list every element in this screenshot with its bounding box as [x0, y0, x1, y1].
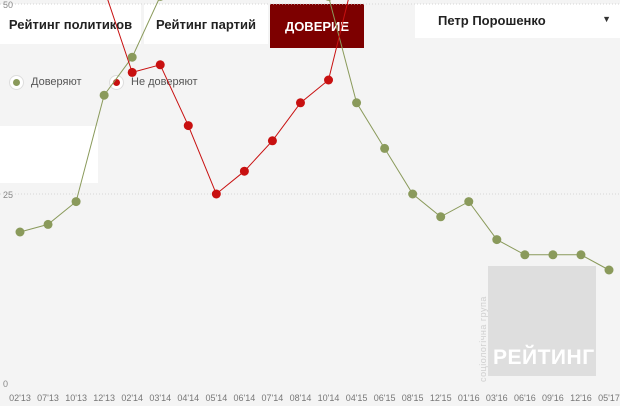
data-point-1[interactable] — [127, 67, 137, 77]
chevron-down-icon: ▼ — [602, 14, 611, 24]
x-tick-label: 04'14 — [177, 393, 199, 403]
series-line-0 — [19, 0, 610, 271]
legend-label-trust: Доверяют — [31, 76, 82, 88]
data-point-0[interactable] — [548, 250, 558, 260]
x-tick-label: 12'15 — [430, 393, 452, 403]
x-tick-label: 01'16 — [458, 393, 480, 403]
data-point-0[interactable] — [99, 90, 109, 100]
data-point-0[interactable] — [324, 0, 333, 1]
data-point-1[interactable] — [183, 121, 193, 131]
data-point-0[interactable] — [464, 197, 474, 207]
data-point-0[interactable] — [604, 265, 614, 275]
legend-marker-trust — [9, 74, 24, 90]
data-point-0[interactable] — [127, 52, 137, 62]
data-point-1[interactable] — [211, 189, 221, 199]
x-tick-label: 05'14 — [205, 393, 227, 403]
x-tick-label: 07'13 — [37, 393, 59, 403]
tab-bar: Рейтинг политиков Рейтинг партий ДОВЕРИЕ… — [0, 0, 620, 48]
watermark-logo-box — [488, 266, 596, 376]
tab-politicians-rating[interactable]: Рейтинг политиков — [0, 4, 141, 44]
x-tick-label: 09'16 — [542, 393, 564, 403]
data-point-1[interactable] — [295, 98, 305, 108]
data-point-0[interactable] — [156, 0, 165, 1]
x-tick-label: 06'14 — [234, 393, 256, 403]
x-tick-label: 03'16 — [486, 393, 508, 403]
x-tick-label: 06'16 — [514, 393, 536, 403]
tab-parties-rating[interactable]: Рейтинг партий — [144, 4, 268, 44]
tab-trust[interactable]: ДОВЕРИЕ — [270, 4, 364, 48]
politician-select[interactable]: Петр Порошенко ▼ — [415, 4, 620, 38]
blank-panel — [0, 126, 98, 183]
data-point-0[interactable] — [43, 219, 53, 229]
x-tick-label: 12'16 — [570, 393, 592, 403]
legend-label-distrust: Не доверяют — [131, 76, 198, 88]
data-point-0[interactable] — [71, 197, 81, 207]
x-tick-label: 05'17 — [598, 393, 620, 403]
data-point-0[interactable] — [15, 227, 25, 237]
x-tick-label: 02'13 — [9, 393, 31, 403]
data-point-1[interactable] — [239, 166, 249, 176]
y-tick-label: 25 — [3, 190, 13, 200]
legend-item-distrust[interactable]: Не доверяют — [109, 74, 198, 90]
data-point-1[interactable] — [267, 136, 277, 146]
x-tick-label: 12'13 — [93, 393, 115, 403]
data-point-0[interactable] — [492, 235, 502, 245]
data-point-0[interactable] — [352, 98, 362, 108]
x-tick-label: 07'14 — [262, 393, 284, 403]
x-tick-label: 04'15 — [346, 393, 368, 403]
data-point-0[interactable] — [380, 143, 390, 153]
x-tick-label: 02'14 — [121, 393, 143, 403]
x-tick-label: 08'14 — [290, 393, 312, 403]
x-tick-label: 08'15 — [402, 393, 424, 403]
data-point-0[interactable] — [408, 189, 418, 199]
y-tick-label: 50 — [3, 0, 13, 10]
x-tick-label: 06'15 — [374, 393, 396, 403]
data-point-0[interactable] — [520, 250, 530, 260]
x-tick-label: 03'14 — [149, 393, 171, 403]
data-point-1[interactable] — [155, 60, 165, 70]
legend-marker-distrust — [109, 74, 124, 90]
data-point-1[interactable] — [324, 75, 334, 85]
legend-item-trust[interactable]: Доверяют — [9, 74, 82, 90]
x-tick-label: 10'13 — [65, 393, 87, 403]
politician-select-value: Петр Порошенко — [438, 13, 546, 28]
data-point-0[interactable] — [436, 212, 446, 222]
data-point-0[interactable] — [576, 250, 586, 260]
y-tick-label: 0 — [3, 379, 8, 389]
x-tick-label: 10'14 — [318, 393, 340, 403]
watermark-logo-text: РЕЙТИНГ — [493, 346, 595, 369]
series-line-1 — [107, 0, 349, 195]
